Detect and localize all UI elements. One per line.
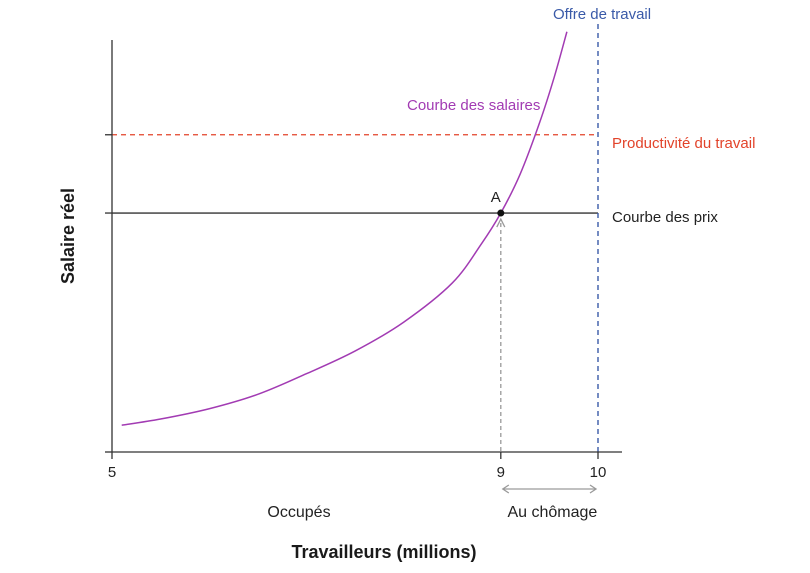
y-axis-title: Salaire réel bbox=[58, 188, 78, 284]
unemployment-arrow-left bbox=[501, 484, 510, 494]
point-a bbox=[497, 209, 505, 217]
unemployed-label: Au chômage bbox=[507, 504, 597, 521]
x-tick-label: 10 bbox=[590, 464, 607, 481]
wage-setting-curve bbox=[121, 31, 568, 426]
guide-arrow-head bbox=[496, 217, 506, 228]
labour-supply-label: Offre de travail bbox=[553, 6, 651, 23]
price-curve-label: Courbe des prix bbox=[612, 209, 718, 226]
x-tick-label: 5 bbox=[108, 464, 116, 481]
unemployment-arrow-right bbox=[589, 484, 598, 494]
wage-curve-label: Courbe des salaires bbox=[407, 97, 540, 114]
productivity-label: Productivité du travail bbox=[612, 135, 755, 152]
x-tick-label: 9 bbox=[497, 464, 505, 481]
labels: A Courbe des salaires Productivité du trav… bbox=[58, 6, 755, 562]
axes: 5 9 10 bbox=[105, 40, 622, 494]
series bbox=[121, 31, 568, 426]
x-axis-title: Travailleurs (millions) bbox=[291, 542, 476, 562]
reference-lines bbox=[112, 24, 599, 452]
point-a-label: A bbox=[491, 189, 501, 206]
employed-label: Occupés bbox=[267, 504, 330, 521]
